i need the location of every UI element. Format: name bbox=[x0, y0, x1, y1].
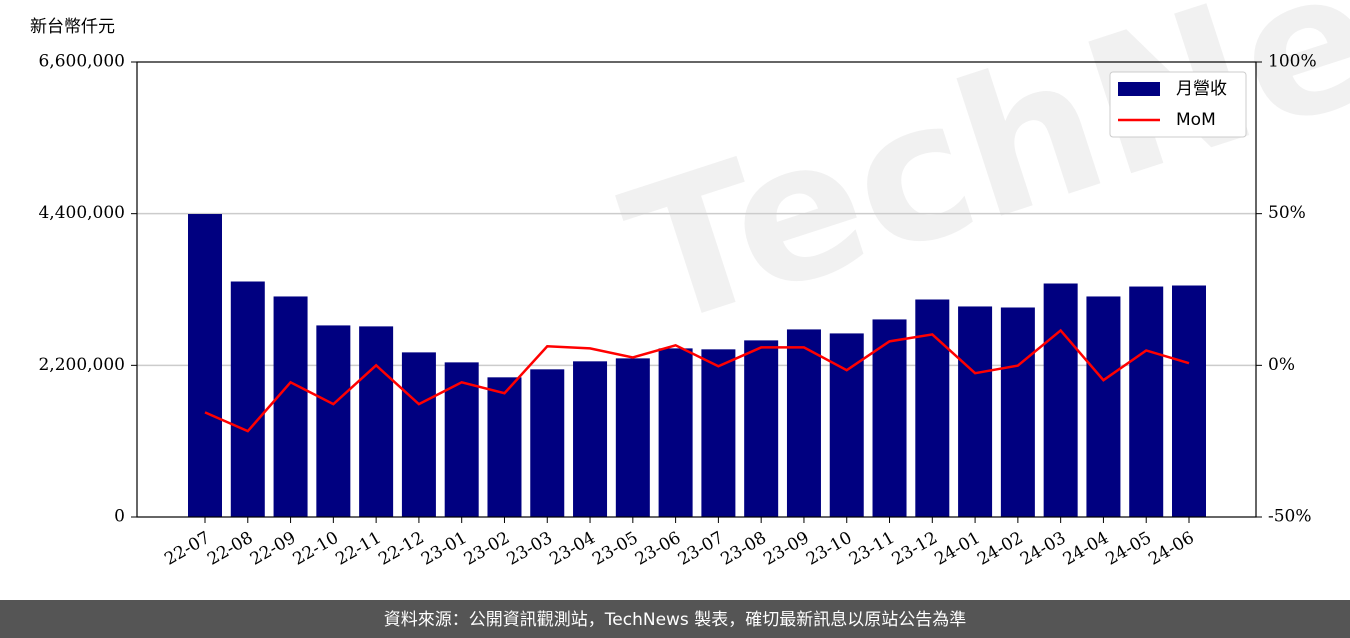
line bbox=[204, 328, 1190, 433]
bar bbox=[487, 377, 522, 517]
bar bbox=[958, 306, 993, 517]
legend-label: 月營收 bbox=[1176, 79, 1227, 99]
bar bbox=[615, 358, 650, 517]
x-tick-label: 23-01 bbox=[418, 528, 470, 570]
bar bbox=[573, 361, 608, 517]
x-tick-label: 24-02 bbox=[974, 528, 1026, 570]
bar bbox=[701, 349, 736, 517]
y-tick-label: 4,400,000 bbox=[38, 203, 125, 223]
bar bbox=[188, 214, 222, 518]
x-tick-label: 23-08 bbox=[717, 528, 769, 570]
x-tick-label: 23-04 bbox=[546, 528, 598, 570]
bar bbox=[744, 340, 779, 517]
bar bbox=[1043, 283, 1078, 517]
bar bbox=[658, 348, 693, 517]
x-tick-label: 22-10 bbox=[290, 528, 342, 570]
x-tick-label: 23-11 bbox=[846, 528, 898, 570]
x-tick-label: 24-05 bbox=[1103, 528, 1155, 570]
y-tick-label: 0 bbox=[114, 507, 125, 527]
footer-text: 資料來源：公開資訊觀測站，TechNews 製表，確切最新訊息以原站公告為準 bbox=[384, 610, 966, 630]
bar bbox=[1172, 285, 1206, 517]
y2-tick-label: -50% bbox=[1268, 507, 1312, 527]
x-tick-label: 23-02 bbox=[461, 528, 513, 570]
x-tick-label: 24-06 bbox=[1145, 528, 1197, 570]
legend-label: MoM bbox=[1176, 110, 1216, 130]
bar bbox=[872, 319, 907, 517]
x-tick-label: 23-10 bbox=[803, 528, 855, 570]
bar bbox=[915, 299, 950, 517]
x-tick-label: 23-09 bbox=[760, 528, 812, 570]
x-tick-label: 24-01 bbox=[931, 528, 983, 570]
y2-tick-label: 100% bbox=[1268, 52, 1317, 72]
x-tick-label: 22-07 bbox=[161, 528, 213, 570]
plot-frame bbox=[136, 61, 1257, 518]
y-axis-label: 新台幣仟元 bbox=[30, 17, 115, 37]
bar bbox=[786, 329, 821, 517]
x-tick-label: 23-07 bbox=[675, 528, 727, 570]
bar bbox=[401, 352, 436, 517]
legend-swatch bbox=[1118, 82, 1160, 96]
bar bbox=[530, 369, 565, 517]
y-tick-label: 6,600,000 bbox=[38, 52, 125, 72]
bar bbox=[273, 296, 308, 517]
x-tick-label: 24-04 bbox=[1060, 528, 1112, 570]
footer-bar bbox=[0, 600, 1350, 638]
x-tick-label: 22-08 bbox=[204, 528, 256, 570]
bar bbox=[1086, 296, 1121, 517]
x-tick-label: 23-03 bbox=[504, 528, 556, 570]
bar bbox=[1000, 307, 1035, 517]
x-tick-label: 22-12 bbox=[375, 528, 427, 570]
x-tick-label: 22-09 bbox=[247, 528, 299, 570]
bar bbox=[359, 326, 394, 517]
x-tick-label: 23-05 bbox=[589, 528, 641, 570]
bar bbox=[1129, 286, 1164, 517]
y-tick-label: 2,200,000 bbox=[38, 355, 125, 375]
bar bbox=[316, 325, 351, 517]
x-tick-label: 23-12 bbox=[889, 528, 941, 570]
x-tick-label: 24-03 bbox=[1017, 528, 1069, 570]
x-tick-label: 22-11 bbox=[332, 528, 384, 570]
x-tick-label: 23-06 bbox=[632, 528, 684, 570]
y2-tick-label: 50% bbox=[1268, 203, 1306, 223]
y2-tick-label: 0% bbox=[1268, 355, 1295, 375]
bar bbox=[230, 281, 265, 517]
